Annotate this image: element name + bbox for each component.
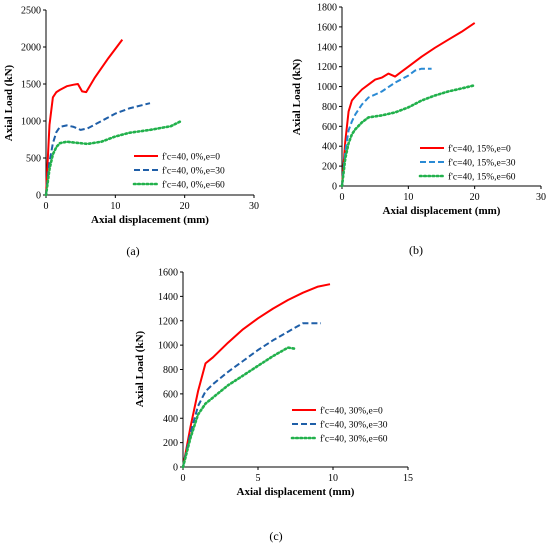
y-tick-label: 400 [163, 414, 178, 425]
y-tick-label: 800 [163, 365, 178, 376]
y-tick-label: 200 [163, 438, 178, 449]
series-line-1 [182, 283, 331, 468]
y-tick-label: 2000 [21, 43, 41, 54]
x-tick-label: 30 [249, 201, 259, 212]
y-tick-label: 800 [322, 102, 337, 113]
y-tick-label: 1400 [158, 292, 178, 303]
x-tick-label: 0 [181, 473, 186, 484]
y-tick-label: 0 [332, 182, 337, 193]
legend-label-2: f'c=40, 15%,e=30 [448, 158, 516, 169]
y-tick-label: 400 [322, 142, 337, 153]
x-tick-label: 10 [403, 192, 413, 203]
series-line-1 [45, 38, 124, 196]
y-tick-label: 1500 [21, 80, 41, 91]
y-tick-label: 1400 [317, 42, 337, 53]
y-tick-label: 200 [322, 162, 337, 173]
series-line-1 [341, 22, 476, 187]
legend-label-2: f'c=40, 0%,e=30 [162, 166, 225, 177]
legend-label-1: f'c=40, 15%,e=0 [448, 144, 511, 155]
x-tick-label: 5 [256, 473, 261, 484]
y-tick-label: 1000 [158, 341, 178, 352]
y-tick-label: 0 [36, 191, 41, 202]
x-tick-label: 10 [110, 201, 120, 212]
legend-label-1: f'c=40, 30%,e=0 [320, 406, 383, 417]
x-tick-label: 30 [536, 192, 546, 203]
x-axis-title: Axial displacement (mm) [383, 205, 501, 217]
x-tick-label: 20 [470, 192, 480, 203]
y-tick-label: 1000 [317, 82, 337, 93]
x-tick-label: 20 [180, 201, 190, 212]
legend-label-2: f'c=40, 30%,e=30 [320, 420, 388, 431]
x-axis-title: Axial displacement (mm) [237, 486, 355, 498]
series-line-2 [45, 102, 151, 196]
y-tick-label: 1200 [317, 62, 337, 73]
series-line-2 [182, 322, 321, 468]
x-tick-label: 0 [44, 201, 49, 212]
legend-label-3: f'c=40, 0%,e=60 [162, 180, 225, 191]
y-axis-title: Axial Load (kN) [134, 330, 146, 407]
legend-label-1: f'c=40, 0%,e=0 [162, 152, 220, 163]
series-line-3 [340, 84, 475, 188]
legend-label-3: f'c=40, 15%,e=60 [448, 172, 516, 183]
x-tick-label: 10 [328, 473, 338, 484]
series-line-3 [181, 346, 297, 469]
series-line-3 [44, 119, 183, 197]
y-tick-label: 500 [26, 154, 41, 165]
y-tick-label: 1600 [158, 268, 178, 279]
y-axis-title: Axial Load (kN) [3, 64, 15, 141]
y-tick-label: 2500 [21, 6, 41, 17]
y-tick-label: 0 [173, 463, 178, 474]
panel-label: (b) [409, 243, 423, 257]
y-tick-label: 1600 [317, 22, 337, 33]
y-tick-label: 1000 [21, 117, 41, 128]
x-axis-title: Axial displacement (mm) [91, 214, 209, 226]
y-axis-title: Axial Load (kN) [291, 58, 303, 135]
y-tick-label: 600 [322, 122, 337, 133]
y-tick-label: 1200 [158, 316, 178, 327]
y-tick-label: 600 [163, 389, 178, 400]
series-line-2 [341, 67, 432, 187]
chart-panel-3: 0 5 10 15 0 200 400 600 800 1000 1200 1400 1600 Axial… [134, 268, 413, 544]
x-tick-label: 15 [403, 473, 413, 484]
legend-label-3: f'c=40, 30%,e=60 [320, 434, 388, 445]
panel-label: (a) [126, 244, 139, 258]
chart-panel-2: 0 10 20 30 0 200 400 600 800 1000 1200 1400 1600 1800… [291, 3, 546, 258]
panel-label: (c) [269, 529, 282, 543]
y-tick-label: 1800 [317, 3, 337, 14]
x-tick-label: 0 [340, 192, 345, 203]
chart-panel-1: 0 10 20 30 0 500 1000 1500 2000 2500 Axial displac… [3, 6, 259, 259]
